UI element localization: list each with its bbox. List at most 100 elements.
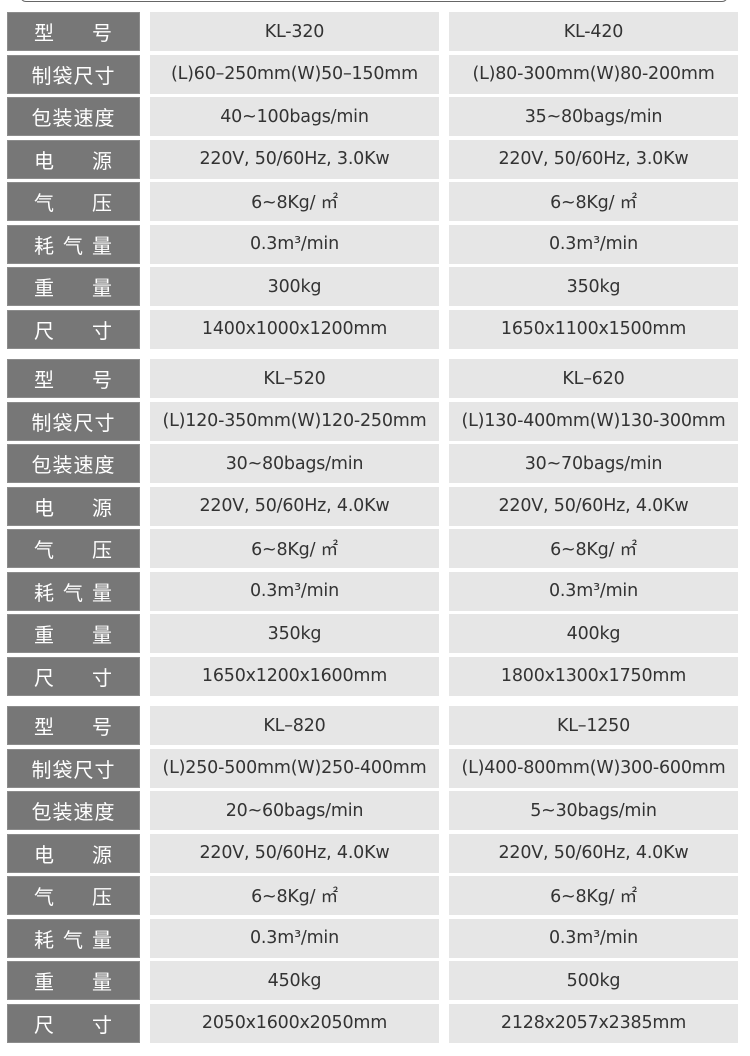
cell-model: KL–520 [150,359,439,398]
cell-air-consumption: 0.3m³/min [150,571,439,611]
cell-weight: 400kg [449,614,738,653]
cell-bag-size: (L)400-800mm(W)300-600mm [449,748,738,788]
label-char: 量 [92,970,113,994]
spec-block: 型号 KL-320 KL-420 制袋尺寸 (L)60–250mm(W)50–150mm… [7,12,738,349]
label-char: 气 [63,233,84,258]
cell-packing-speed: 5~30bags/min [449,791,738,830]
label-char: 压 [92,538,113,562]
row-label-bag-size: 制袋尺寸 [7,748,140,788]
label-char: 号 [92,368,113,392]
row-label-dimensions: 尺寸 [7,1003,140,1043]
row-label-power: 电源 [7,139,140,179]
cell-air-consumption: 0.3m³/min [449,918,738,958]
label-char: 压 [92,885,113,909]
label-char: 寸 [92,665,113,690]
cell-packing-speed: 35~80bags/min [449,97,738,136]
top-frame [20,0,728,2]
cell-power: 220V, 50/60Hz, 3.0Kw [150,139,439,179]
label-char: 重 [34,623,55,647]
label-char: 源 [92,148,113,173]
cell-packing-speed: 30~70bags/min [449,444,738,483]
row-label-air-pressure: 气压 [7,182,140,221]
cell-air-pressure: 6~8Kg/ ㎡ [449,529,738,568]
cell-dimensions: 2050x1600x2050mm [150,1003,439,1043]
cell-air-consumption: 0.3m³/min [150,918,439,958]
cell-dimensions: 1650x1100x1500mm [449,309,738,349]
label-char: 气 [34,538,55,562]
cell-dimensions: 1400x1000x1200mm [150,309,439,349]
row-label-bag-size: 制袋尺寸 [7,401,140,441]
label-char: 重 [34,276,55,300]
label-char: 气 [34,191,55,215]
row-label-power: 电源 [7,486,140,526]
label-char: 重 [34,970,55,994]
row-label-weight: 重量 [7,267,140,306]
row-label-weight: 重量 [7,614,140,653]
row-label-packing-speed: 包装速度 [7,791,140,830]
cell-air-pressure: 6~8Kg/ ㎡ [150,182,439,221]
cell-power: 220V, 50/60Hz, 4.0Kw [449,833,738,873]
cell-air-pressure: 6~8Kg/ ㎡ [150,529,439,568]
label-char: 量 [92,623,113,647]
label-char: 气 [63,580,84,605]
label-char: 寸 [92,318,113,343]
label-char: 电 [34,495,55,520]
label-char: 型 [34,21,55,45]
row-label-packing-speed: 包装速度 [7,97,140,136]
spec-block: 型号 KL–820 KL–1250 制袋尺寸 (L)250-500mm(W)250-40… [7,706,738,1043]
row-label-bag-size: 制袋尺寸 [7,54,140,94]
label-char: 量 [92,276,113,300]
cell-air-pressure: 6~8Kg/ ㎡ [449,182,738,221]
label-char: 电 [34,842,55,867]
label-char: 耗 [34,580,55,605]
row-label-air-consumption: 耗气量 [7,918,140,958]
cell-weight: 350kg [449,267,738,306]
cell-power: 220V, 50/60Hz, 4.0Kw [150,833,439,873]
cell-weight: 350kg [150,614,439,653]
cell-power: 220V, 50/60Hz, 4.0Kw [150,486,439,526]
label-char: 尺 [34,1012,55,1037]
cell-air-consumption: 0.3m³/min [449,571,738,611]
cell-dimensions: 2128x2057x2385mm [449,1003,738,1043]
cell-model: KL–820 [150,706,439,745]
row-label-air-consumption: 耗气量 [7,224,140,264]
cell-model: KL–620 [449,359,738,398]
cell-power: 220V, 50/60Hz, 3.0Kw [449,139,738,179]
cell-bag-size: (L)130-400mm(W)130-300mm [449,401,738,441]
row-label-packing-speed: 包装速度 [7,444,140,483]
label-char: 寸 [92,1012,113,1037]
cell-model: KL–1250 [449,706,738,745]
spec-block: 型号 KL–520 KL–620 制袋尺寸 (L)120-350mm(W)120-250… [7,359,738,696]
cell-air-consumption: 0.3m³/min [449,224,738,264]
label-char: 型 [34,715,55,739]
cell-model: KL-420 [449,12,738,51]
row-label-power: 电源 [7,833,140,873]
label-char: 气 [63,927,84,952]
label-char: 号 [92,715,113,739]
cell-bag-size: (L)250-500mm(W)250-400mm [150,748,439,788]
cell-packing-speed: 30~80bags/min [150,444,439,483]
cell-dimensions: 1650x1200x1600mm [150,656,439,696]
label-char: 气 [34,885,55,909]
label-char: 型 [34,368,55,392]
label-char: 耗 [34,927,55,952]
cell-packing-speed: 20~60bags/min [150,791,439,830]
cell-air-pressure: 6~8Kg/ ㎡ [150,876,439,915]
cell-model: KL-320 [150,12,439,51]
label-char: 尺 [34,318,55,343]
label-char: 量 [92,580,113,605]
label-char: 源 [92,495,113,520]
label-char: 源 [92,842,113,867]
label-char: 量 [92,233,113,258]
row-label-model: 型号 [7,359,140,398]
row-label-dimensions: 尺寸 [7,656,140,696]
row-label-dimensions: 尺寸 [7,309,140,349]
label-char: 尺 [34,665,55,690]
cell-air-consumption: 0.3m³/min [150,224,439,264]
cell-bag-size: (L)80-300mm(W)80-200mm [449,54,738,94]
label-char: 号 [92,21,113,45]
cell-weight: 450kg [150,961,439,1000]
row-label-model: 型号 [7,706,140,745]
cell-bag-size: (L)120-350mm(W)120-250mm [150,401,439,441]
cell-packing-speed: 40~100bags/min [150,97,439,136]
